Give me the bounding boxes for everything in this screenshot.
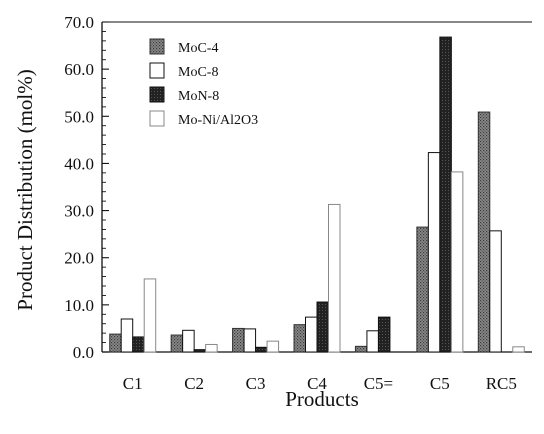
x-axis: C1 C2 C3 C4 C5= C5 RC5 xyxy=(123,374,517,393)
bars xyxy=(109,36,525,353)
x-tick-label: C1 xyxy=(123,374,143,393)
y-tick-label: 0.0 xyxy=(73,343,94,362)
bar-moc-8-c4 xyxy=(305,316,318,353)
bar-moc-4-c5 xyxy=(416,226,429,353)
bar-moc-4-c1 xyxy=(109,333,122,353)
x-axis-title: Products xyxy=(285,387,359,411)
legend-swatch-mo-ni-al2o3 xyxy=(149,110,165,127)
bar-moc-8-c1 xyxy=(120,318,134,353)
x-tick-label: C5 xyxy=(430,374,450,393)
legend-swatch-mon-8 xyxy=(149,86,165,103)
bar-mon-8-c4 xyxy=(316,301,329,353)
x-tick-label: C2 xyxy=(184,374,204,393)
bar-mon-8-c5 xyxy=(377,316,391,353)
bar-moc-8-c2 xyxy=(182,329,195,353)
legend-label-moc-4: MoC-4 xyxy=(178,41,218,56)
bar-moc-8-c3 xyxy=(243,328,257,353)
bar-moc-4-c3 xyxy=(232,327,245,353)
bar-mon-8-c1 xyxy=(132,336,145,353)
x-tick-label: RC5 xyxy=(486,374,517,393)
bar-mon-8-c3 xyxy=(255,346,268,353)
bar-moc-8-c5 xyxy=(366,330,379,353)
legend-label-mo-ni-al2o3: Mo-Ni/Al2O3 xyxy=(178,113,258,128)
bar-mo-ni-al2o3-c5 xyxy=(450,171,464,353)
y-axis: 0.0 10.0 20.0 30.0 40.0 50.0 60.0 70.0 xyxy=(64,13,109,362)
y-tick-label: 60.0 xyxy=(64,60,94,79)
y-tick-label: 50.0 xyxy=(64,107,94,126)
x-tick-label: C3 xyxy=(246,374,266,393)
bar-moc-4-c4 xyxy=(293,324,306,353)
y-axis-title: Product Distribution (mol%) xyxy=(13,69,37,310)
bar-moc-4-c5 xyxy=(354,345,368,353)
bar-mo-ni-al2o3-c4 xyxy=(328,203,341,353)
y-tick-label: 40.0 xyxy=(64,154,94,173)
bar-mon-8-c5 xyxy=(439,36,452,353)
y-tick-label: 30.0 xyxy=(64,202,94,221)
bar-mo-ni-al2o3-c1 xyxy=(143,278,157,353)
y-tick-label: 10.0 xyxy=(64,296,94,315)
y-tick-label: 20.0 xyxy=(64,249,94,268)
legend-swatch-moc-8 xyxy=(149,62,165,79)
x-tick-label: C4 xyxy=(307,374,327,393)
y-tick-label: 70.0 xyxy=(64,13,94,32)
legend-label-mon-8: MoN-8 xyxy=(178,89,219,104)
x-tick-label: C5= xyxy=(364,374,393,393)
bar-mo-ni-al2o3-c3 xyxy=(266,340,280,353)
bar-moc-8-rc5 xyxy=(489,230,502,353)
legend-swatch-moc-4 xyxy=(149,38,165,55)
bar-mo-ni-al2o3-rc5 xyxy=(512,346,525,353)
bar-mo-ni-al2o3-c2 xyxy=(205,343,218,353)
bar-moc-4-rc5 xyxy=(477,111,491,353)
legend: MoC-4 MoC-8 MoN-8 Mo-Ni/Al2O3 xyxy=(149,38,258,128)
bar-moc-4-c2 xyxy=(170,334,184,353)
bar-mon-8-c2 xyxy=(193,349,207,353)
legend-label-moc-8: MoC-8 xyxy=(178,65,218,80)
bar-moc-8-c5 xyxy=(427,152,441,353)
